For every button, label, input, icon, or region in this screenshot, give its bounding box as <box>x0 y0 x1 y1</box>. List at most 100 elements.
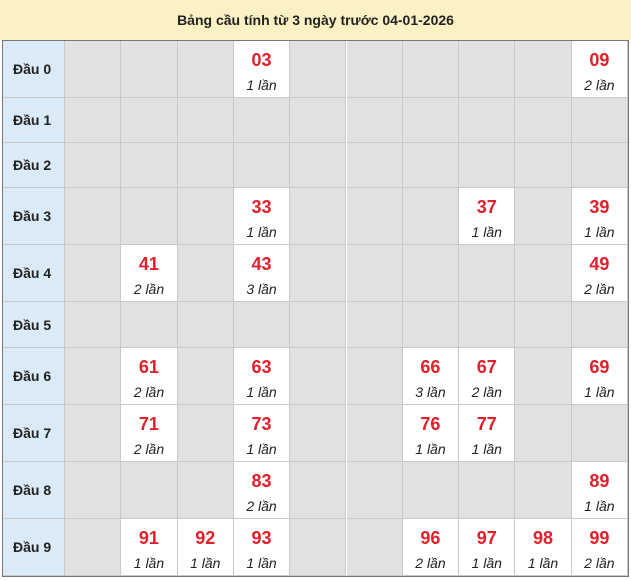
empty-cell <box>346 188 403 246</box>
number-cell: 03 1 lần <box>233 41 291 99</box>
number-cell: 63 1 lần <box>233 347 291 405</box>
empty-cell <box>121 302 178 348</box>
number: 09 <box>589 50 610 70</box>
number-cell: 83 2 lần <box>233 461 291 519</box>
row-label: Đầu 1 <box>3 98 65 144</box>
number-cell: 77 1 lần <box>459 404 516 462</box>
empty-cell <box>290 302 347 348</box>
number: 73 <box>251 413 272 434</box>
empty-cell <box>177 347 234 405</box>
empty-cell <box>290 188 347 246</box>
row-label: Đầu 8 <box>3 461 65 519</box>
count: 2 lần <box>584 281 615 298</box>
number: 83 <box>251 470 272 491</box>
empty-cell <box>177 461 234 519</box>
empty-cell <box>402 41 460 99</box>
empty-cell <box>459 461 516 519</box>
row-label: Đầu 6 <box>3 347 65 405</box>
empty-cell <box>290 98 347 144</box>
number: 99 <box>589 527 610 548</box>
empty-cell <box>65 245 122 303</box>
number: 33 <box>251 197 272 218</box>
empty-cell <box>65 347 122 405</box>
empty-cell <box>515 347 572 405</box>
empty-cell <box>290 347 347 405</box>
empty-cell <box>459 143 516 189</box>
row-label: Đầu 4 <box>3 245 65 303</box>
number: 49 <box>589 254 610 275</box>
number: 39 <box>589 197 610 218</box>
empty-cell <box>515 41 572 99</box>
count: 1 lần <box>246 440 277 457</box>
empty-cell <box>65 518 122 576</box>
count: 3 lần <box>246 281 277 298</box>
title: Bảng cầu tính từ 3 ngày trước 04-01-2026 <box>0 0 631 40</box>
number-cell: 69 1 lần <box>571 347 628 405</box>
empty-cell <box>515 245 572 303</box>
empty-cell <box>177 188 234 246</box>
number: 91 <box>138 527 159 548</box>
row-label: Đầu 9 <box>3 518 65 576</box>
count: 1 lần <box>246 383 277 400</box>
empty-cell <box>177 98 234 144</box>
empty-cell <box>346 41 403 99</box>
empty-cell <box>121 143 178 189</box>
row-label: Đầu 2 <box>3 143 65 189</box>
count: 1 lần <box>471 554 502 571</box>
number: 03 <box>251 50 272 70</box>
empty-cell <box>65 302 122 348</box>
number: 71 <box>138 413 159 434</box>
number-cell: 66 3 lần <box>402 347 460 405</box>
table: Đầu 0 03 1 lần 09 2 lần Đầu 1 Đầu 2 Đầu 3 33 1 lầ… <box>2 40 629 577</box>
empty-cell <box>459 98 516 144</box>
empty-cell <box>346 518 403 576</box>
number-cell: 89 1 lần <box>571 461 628 519</box>
empty-cell <box>515 404 572 462</box>
empty-cell <box>121 461 178 519</box>
empty-cell <box>515 461 572 519</box>
empty-cell <box>571 98 628 144</box>
empty-cell <box>459 245 516 303</box>
empty-cell <box>177 302 234 348</box>
count: 2 lần <box>133 281 165 298</box>
count: 2 lần <box>415 554 446 571</box>
empty-cell <box>65 98 122 144</box>
number: 61 <box>138 356 159 377</box>
empty-cell <box>346 143 403 189</box>
number: 43 <box>251 254 272 275</box>
number-cell: 41 2 lần <box>121 245 178 303</box>
empty-cell <box>346 302 403 348</box>
number: 98 <box>533 527 554 548</box>
count: 2 lần <box>471 383 502 400</box>
empty-cell <box>346 98 403 144</box>
number-cell: 49 2 lần <box>571 245 628 303</box>
count: 1 lần <box>584 224 615 241</box>
number-cell: 71 2 lần <box>121 404 178 462</box>
empty-cell <box>177 245 234 303</box>
row-label: Đầu 3 <box>3 188 65 246</box>
number: 76 <box>420 413 441 434</box>
empty-cell <box>177 41 234 99</box>
empty-cell <box>121 188 178 246</box>
number-cell: 43 3 lần <box>233 245 291 303</box>
count: 3 lần <box>415 383 446 400</box>
number: 92 <box>195 527 216 548</box>
empty-cell <box>402 245 460 303</box>
empty-cell <box>402 98 460 144</box>
empty-cell <box>290 518 347 576</box>
count: 1 lần <box>527 554 559 571</box>
count: 1 lần <box>584 497 615 514</box>
empty-cell <box>346 404 403 462</box>
number-cell: 33 1 lần <box>233 188 291 246</box>
empty-cell <box>571 404 628 462</box>
number-cell: 67 2 lần <box>459 347 516 405</box>
empty-cell <box>290 461 347 519</box>
number-cell: 96 2 lần <box>402 518 460 576</box>
count: 2 lần <box>133 383 165 400</box>
count: 1 lần <box>246 77 277 93</box>
number-cell: 61 2 lần <box>121 347 178 405</box>
number: 66 <box>420 356 441 377</box>
empty-cell <box>402 461 460 519</box>
empty-cell <box>402 188 460 246</box>
